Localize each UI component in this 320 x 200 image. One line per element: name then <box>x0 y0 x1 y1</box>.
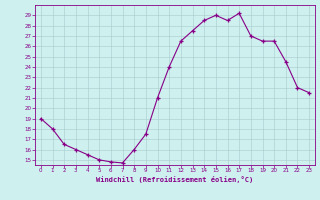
X-axis label: Windchill (Refroidissement éolien,°C): Windchill (Refroidissement éolien,°C) <box>96 176 254 183</box>
